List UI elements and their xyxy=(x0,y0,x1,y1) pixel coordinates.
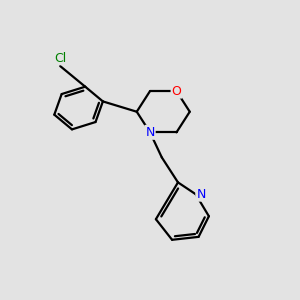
Text: N: N xyxy=(145,126,155,139)
Text: N: N xyxy=(196,188,206,201)
Text: O: O xyxy=(172,85,182,98)
Text: Cl: Cl xyxy=(54,52,66,64)
